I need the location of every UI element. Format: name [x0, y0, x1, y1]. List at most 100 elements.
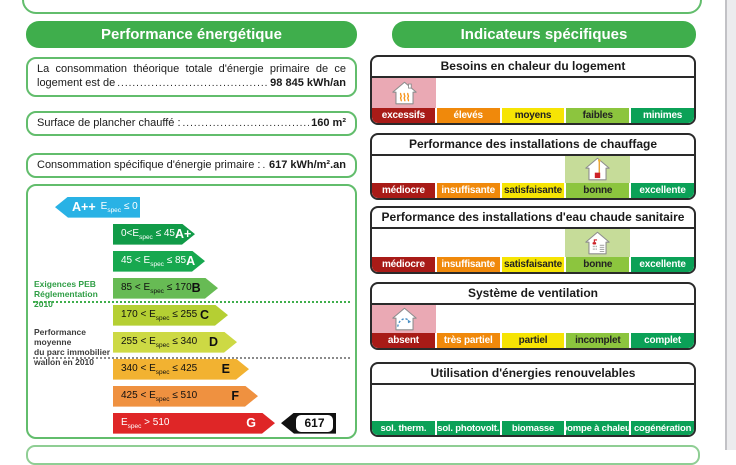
class-range: 85 < Espec ≤ 170: [121, 281, 192, 295]
energy-label-scale-box: Exigences PEB Réglementation 2010 Perfor…: [26, 183, 357, 439]
performance-energetique-panel: La consommation théorique totale d'énerg…: [26, 48, 357, 439]
level-scale: excessifs élevés moyens faibles minimes: [372, 108, 694, 123]
level-cell: absent: [372, 333, 435, 348]
total-consumption-label-line2: logement est de: [37, 77, 116, 90]
active-level-highlight: [372, 78, 437, 108]
class-range: Espec ≤ 0: [100, 200, 138, 214]
dotted-leader: ........................................…: [182, 117, 310, 129]
level-cell: bonne: [566, 257, 630, 272]
label-arrow-app: A++ Espec ≤ 0: [55, 196, 140, 218]
label-arrow-aplus: 0<Espec ≤ 45 A+: [113, 224, 195, 245]
indicator-body: [372, 385, 694, 421]
class-letter: A: [186, 254, 196, 269]
right-panel-title: Indicateurs spécifiques: [392, 21, 696, 48]
class-letter: G: [246, 416, 256, 431]
indicator-title: Performance des installations de chauffa…: [372, 135, 694, 156]
floor-area-box: Surface de plancher chauffé : ..........…: [26, 110, 357, 136]
level-scale: médiocre insuffisante satisfaisante bonn…: [372, 183, 694, 198]
class-letter: C: [199, 308, 209, 323]
label-arrow-d: 255 < Espec ≤ 340 D: [113, 332, 237, 353]
level-cell: bonne: [566, 183, 630, 198]
class-letter: F: [231, 389, 239, 404]
level-cell: excellente: [631, 257, 694, 272]
annotation-line: du parc immobilier: [34, 346, 111, 357]
label-arrow-a: 45 < Espec ≤ 85 A: [113, 251, 205, 272]
indicateurs-specifiques-panel: Besoins en chaleur du logement excessifs…: [370, 55, 696, 437]
label-arrow-c: 170 < Espec ≤ 255 C: [113, 305, 228, 326]
scale-row-b: 85 < Espec ≤ 170 B: [28, 278, 355, 299]
scale-row-aplus: 0<Espec ≤ 45 A+: [28, 224, 355, 245]
average-stock-dotted-line: [33, 356, 350, 359]
peb-requirement-dotted-line: [33, 300, 350, 303]
level-scale: médiocre insuffisante satisfaisante bonn…: [372, 257, 694, 272]
level-cell: excellente: [631, 183, 694, 198]
indicator-title: Système de ventilation: [372, 284, 694, 305]
dotted-leader: ........: [262, 159, 267, 171]
level-cell: médiocre: [372, 257, 435, 272]
level-cell: partiel: [501, 333, 565, 348]
class-letter: A++: [72, 200, 96, 215]
indicator-eau-chaude: Performance des installations d'eau chau…: [370, 206, 696, 274]
house-hot-water-icon: [585, 231, 610, 254]
annotation-line: Réglementation 2010: [34, 288, 98, 309]
specific-consumption-box: Consommation spécifique d'énergie primai…: [26, 152, 357, 178]
active-level-highlight: [372, 305, 437, 333]
house-ventilation-icon: [391, 307, 417, 330]
annotation-line: Performance moyenne: [34, 326, 86, 347]
class-letter: E: [221, 362, 230, 377]
class-letter: A+: [174, 227, 192, 242]
label-arrow-g: Espec > 510 G: [113, 413, 275, 434]
level-cell: satisfaisante: [501, 257, 565, 272]
level-cell: faibles: [566, 108, 630, 123]
class-range: 340 < Espec ≤ 425: [121, 362, 198, 376]
level-cell: médiocre: [372, 183, 435, 198]
active-level-highlight: [565, 156, 630, 183]
total-consumption-value: 98 845 kWh/an: [270, 77, 346, 90]
dotted-leader: ........................................…: [117, 78, 269, 90]
scale-row-app: A++ Espec ≤ 0: [28, 196, 355, 218]
active-level-highlight: [565, 229, 630, 257]
renewable-cell: sol. photovolt.: [436, 421, 500, 435]
indicator-title: Besoins en chaleur du logement: [372, 57, 694, 78]
scale-row-c: 170 < Espec ≤ 255 C: [28, 305, 355, 326]
page-edge-strip: [725, 0, 736, 450]
class-range: 45 < Espec ≤ 85: [121, 254, 187, 268]
specific-consumption-value: 617 kWh/m².an: [268, 159, 346, 172]
renewable-cell: biomasse: [501, 421, 565, 435]
previous-section-box-edge: [22, 0, 702, 14]
indicator-title: Performance des installations d'eau chau…: [372, 208, 694, 229]
scale-row-f: 425 < Espec ≤ 510 F: [28, 386, 355, 407]
floor-area-label: Surface de plancher chauffé :: [37, 117, 181, 130]
scale-row-g: Espec > 510 G 617: [28, 412, 355, 434]
scale-row-d: 255 < Espec ≤ 340 D: [28, 332, 355, 353]
total-consumption-label-line1: La consommation théorique totale d'énerg…: [37, 63, 346, 75]
scale-row-e: 340 < Espec ≤ 425 E: [28, 359, 355, 380]
peb-requirement-annotation: Exigences PEB Réglementation 2010: [34, 279, 114, 309]
level-scale: absent très partiel partiel incomplet co…: [372, 333, 694, 348]
indicator-chauffage: Performance des installations de chauffa…: [370, 133, 696, 200]
class-range: Espec > 510: [121, 416, 170, 430]
level-cell: insuffisante: [436, 183, 500, 198]
class-range: 425 < Espec ≤ 510: [121, 389, 198, 403]
level-cell: complet: [631, 333, 694, 348]
label-arrow-f: 425 < Espec ≤ 510 F: [113, 386, 258, 407]
class-letter: B: [191, 281, 201, 296]
class-range: 170 < Espec ≤ 255: [121, 308, 198, 322]
level-scale: sol. therm. sol. photovolt. biomasse pom…: [372, 421, 694, 435]
indicator-ventilation: Système de ventilation absent très parti…: [370, 282, 696, 350]
indicator-energies-renouvelables: Utilisation d'énergies renouvelables sol…: [370, 362, 696, 437]
indicator-body: [372, 229, 694, 257]
class-range: 0<Espec ≤ 45: [121, 227, 175, 241]
level-cell: minimes: [631, 108, 694, 123]
left-panel-title: Performance énergétique: [26, 21, 357, 48]
renewable-cell: sol. therm.: [372, 421, 435, 435]
result-value: 617: [296, 414, 333, 432]
annotation-line: wallon en 2010: [34, 356, 94, 367]
level-cell: élevés: [436, 108, 500, 123]
renewable-cell: cogénération: [631, 421, 694, 435]
level-cell: très partiel: [436, 333, 500, 348]
house-heating-icon: [585, 157, 610, 181]
label-arrow-b: 85 < Espec ≤ 170 B: [113, 278, 218, 299]
scale-row-a: 45 < Espec ≤ 85 A: [28, 251, 355, 272]
house-heat-icon: [391, 81, 417, 104]
